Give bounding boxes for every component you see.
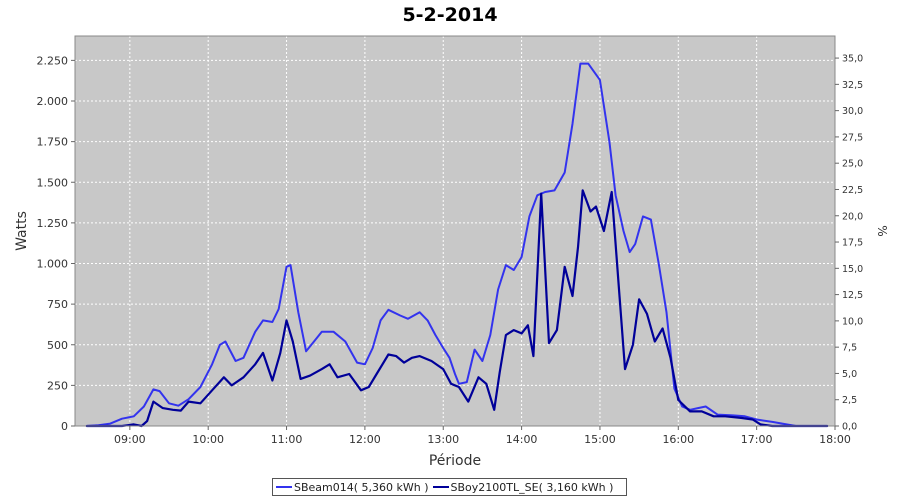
y2-tick-label: 32,5 bbox=[842, 80, 863, 91]
y-axis-right: 0,0 2,5 5,0 7,5 10,0 12,5 15,0 17,5 20,0 22,5 25,0… bbox=[835, 54, 863, 433]
y-tick-label: 500 bbox=[47, 339, 68, 352]
plot-area bbox=[75, 36, 835, 426]
y2-axis-label: % bbox=[875, 225, 889, 236]
y-tick-label: 1.000 bbox=[37, 258, 69, 271]
legend-label-sboy: SBoy2100TL_SE( 3,160 kWh ) bbox=[450, 480, 614, 494]
x-tick-label: 17:00 bbox=[741, 433, 773, 446]
y2-tick-label: 22,5 bbox=[842, 185, 863, 196]
y2-tick-label: 25,0 bbox=[842, 159, 863, 170]
series-lines bbox=[85, 62, 829, 428]
y-axis-left: 0 250 500 750 1.000 1.250 1.500 1.750 2.000 2.250 bbox=[37, 54, 75, 433]
legend-item-sboy: SBoy2100TL_SE( 3,160 kWh ) bbox=[432, 480, 614, 494]
y-tick-label: 2.250 bbox=[37, 54, 69, 67]
y-tick-label: 2.000 bbox=[37, 95, 69, 108]
plot-frame bbox=[74, 35, 836, 427]
series-line-0 bbox=[85, 62, 829, 427]
y2-tick-label: 35,0 bbox=[842, 54, 863, 65]
legend: SBeam014( 5,360 kWh ) SBoy2100TL_SE( 3,1… bbox=[272, 478, 627, 496]
x-tick-label: 10:00 bbox=[192, 433, 224, 446]
gridlines bbox=[75, 36, 836, 427]
y-tick-label: 0 bbox=[61, 420, 68, 433]
y2-tick-label: 2,5 bbox=[842, 395, 857, 406]
y2-tick-label: 10,0 bbox=[842, 316, 863, 327]
legend-item-sbeam: SBeam014( 5,360 kWh ) bbox=[276, 481, 429, 494]
x-tick-label: 12:00 bbox=[349, 433, 381, 446]
y2-tick-label: 15,0 bbox=[842, 264, 863, 275]
y2-tick-label: 20,0 bbox=[842, 211, 863, 222]
y2-tick-label: 27,5 bbox=[842, 132, 863, 143]
chart-title: 5-2-2014 bbox=[402, 4, 497, 26]
legend-label-sbeam: SBeam014( 5,360 kWh ) bbox=[294, 480, 429, 494]
y-tick-label: 750 bbox=[47, 298, 68, 311]
y2-tick-label: 12,5 bbox=[842, 290, 863, 301]
x-tick-label: 16:00 bbox=[662, 433, 694, 446]
x-axis-label: Période bbox=[429, 453, 481, 469]
y-tick-label: 1.500 bbox=[37, 176, 69, 189]
x-tick-label: 14:00 bbox=[506, 433, 538, 446]
y2-tick-label: 5,0 bbox=[842, 369, 857, 380]
legend-swatch-sbeam bbox=[276, 486, 292, 488]
y-axis-label: Watts bbox=[14, 211, 30, 251]
x-tick-label: 09:00 bbox=[114, 433, 146, 446]
y2-tick-label: 30,0 bbox=[842, 106, 863, 117]
series-line-1 bbox=[85, 189, 829, 428]
x-tick-label: 11:00 bbox=[271, 433, 303, 446]
y2-tick-label: 17,5 bbox=[842, 238, 863, 249]
y-tick-label: 1.750 bbox=[37, 136, 69, 149]
x-tick-label: 13:00 bbox=[427, 433, 459, 446]
x-axis: 09:00 10:00 11:00 12:00 13:00 14:00 15:00 16:00… bbox=[114, 426, 851, 446]
y-tick-label: 1.250 bbox=[37, 217, 69, 230]
y2-tick-label: 7,5 bbox=[842, 343, 857, 354]
x-tick-label: 15:00 bbox=[584, 433, 616, 446]
y2-tick-label: 0,0 bbox=[842, 422, 857, 433]
legend-swatch-sboy bbox=[432, 486, 449, 488]
y-tick-label: 250 bbox=[47, 379, 68, 392]
x-tick-label: 18:00 bbox=[819, 433, 851, 446]
